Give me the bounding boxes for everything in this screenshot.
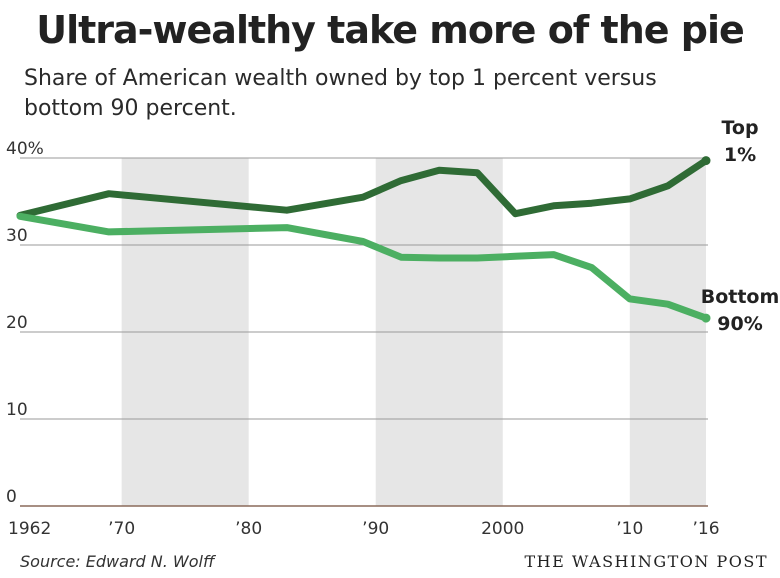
series-line-bottom-90-percent: [16, 212, 710, 322]
y-tick-label: 0: [6, 487, 17, 507]
chart-title: Ultra-wealthy take more of the pie: [36, 8, 745, 52]
x-tick-label: 2000: [481, 519, 524, 539]
x-tick-label: 1962: [8, 519, 51, 539]
x-tick-label: ’80: [235, 519, 262, 539]
series-lines: [16, 156, 711, 323]
x-tick-label: ’90: [362, 519, 389, 539]
x-tick-label: ’70: [108, 519, 135, 539]
x-tick-label: ’10: [616, 519, 643, 539]
x-axis-ticks: 1962 ’70 ’80 ’90 2000 ’10 ’16: [8, 519, 720, 539]
series-end-point: [701, 313, 711, 323]
series-line-top-1-percent: [16, 157, 710, 219]
series-label: 90%: [717, 313, 762, 335]
series-label: 1%: [724, 144, 756, 166]
source-note: Source: Edward N. Wolff: [20, 552, 215, 571]
series-label: Top: [721, 117, 758, 139]
series-labels: Top 1% Bottom 90%: [701, 117, 780, 335]
y-tick-label: 20: [6, 313, 28, 333]
publisher-credit: THE WASHINGTON POST: [524, 552, 768, 571]
y-axis-ticks: 40% 30 20 10 0: [6, 139, 44, 507]
y-tick-label: 30: [6, 226, 28, 246]
y-tick-label: 40%: [6, 139, 44, 159]
series-label: Bottom: [701, 286, 780, 308]
chart-subtitle: Share of American wealth owned by top 1 …: [24, 66, 657, 121]
series-end-point: [701, 156, 711, 166]
x-tick-label: ’16: [692, 519, 719, 539]
y-tick-label: 10: [6, 400, 28, 420]
